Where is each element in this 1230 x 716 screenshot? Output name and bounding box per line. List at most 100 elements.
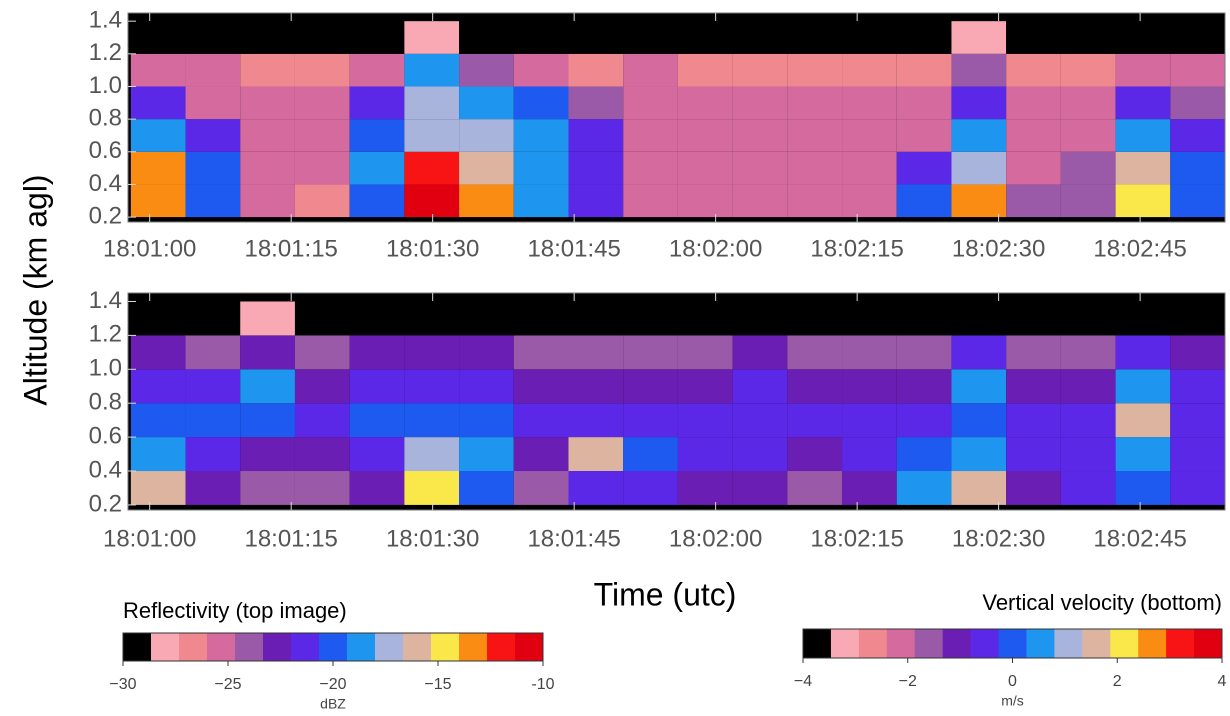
heatmap-cell	[732, 369, 788, 404]
colorbar-swatch	[970, 629, 1000, 658]
heatmap-cell	[677, 86, 733, 120]
heatmap-cell	[240, 471, 295, 505]
heatmap-cell	[294, 301, 350, 336]
x-tick-label: 18:01:00	[103, 525, 196, 552]
heatmap-cell	[349, 335, 405, 370]
colorbar-swatch	[914, 629, 944, 658]
colorbar-swatch	[347, 633, 376, 661]
heatmap-cell	[1170, 53, 1225, 87]
heatmap-cell	[568, 119, 624, 152]
x-tick-label: 18:01:00	[103, 235, 196, 262]
colorbar-swatch	[151, 633, 180, 661]
heatmap-cell	[240, 335, 295, 370]
heatmap-cell	[1170, 119, 1225, 152]
colorbar-swatch	[1138, 629, 1167, 658]
colorbar-swatch	[403, 633, 432, 661]
heatmap-cell	[787, 184, 843, 218]
heatmap-cell	[240, 119, 295, 152]
x-tick-label: 18:01:30	[386, 525, 479, 552]
heatmap-cell	[896, 86, 952, 120]
heatmap-cell	[896, 53, 952, 87]
heatmap-cell	[1115, 119, 1171, 152]
heatmap-cell	[677, 369, 733, 404]
colorbar-swatch	[1082, 629, 1111, 658]
heatmap-cell	[1060, 86, 1116, 120]
heatmap-cell	[185, 184, 241, 218]
colorbar-swatch	[487, 633, 516, 661]
heatmap-cell	[513, 369, 569, 404]
heatmap-cell	[459, 369, 514, 404]
x-tick-label: 18:01:15	[244, 235, 337, 262]
colorbar-swatch	[1166, 629, 1195, 658]
x-tick-label: 18:01:30	[386, 235, 479, 262]
colorbar-swatch	[1054, 629, 1083, 658]
heatmap-cell	[1006, 437, 1061, 472]
heatmap-cell	[842, 184, 897, 218]
heatmap-cell	[185, 471, 241, 505]
heatmap-cell	[787, 437, 843, 472]
heatmap-cell	[1115, 21, 1171, 54]
heatmap-cell	[294, 151, 350, 185]
heatmap-cell	[1006, 369, 1061, 404]
heatmap-cell	[459, 86, 514, 120]
y-tick-label: 0.2	[89, 490, 122, 517]
heatmap-cell	[240, 21, 295, 54]
heatmap-cell	[787, 301, 843, 336]
heatmap-cell	[951, 403, 1007, 438]
heatmap-cell	[459, 335, 514, 370]
heatmap-cell	[951, 151, 1007, 185]
heatmap-cell	[1006, 184, 1061, 218]
heatmap-cell	[568, 184, 624, 218]
y-axis-label: Altitude (km agl)	[17, 174, 53, 405]
colorbar-swatch	[1026, 629, 1055, 658]
colorbar-tick-label: −30	[109, 676, 136, 693]
x-tick-label: 18:01:45	[527, 235, 620, 262]
heatmap-cell	[732, 21, 788, 54]
heatmap-cell	[1115, 437, 1171, 472]
x-tick-label: 18:02:15	[810, 525, 903, 552]
heatmap-cell	[1170, 151, 1225, 185]
heatmap-cell	[677, 151, 733, 185]
heatmap-cell	[185, 369, 241, 404]
heatmap-cell	[951, 21, 1007, 54]
heatmap-cell	[896, 301, 952, 336]
heatmap-cell	[130, 119, 186, 152]
heatmap-cell	[240, 403, 295, 438]
heatmap-cell	[1006, 471, 1061, 505]
colorbar-swatch	[263, 633, 292, 661]
heatmap-cell	[677, 301, 733, 336]
heatmap-cell	[732, 471, 788, 505]
heatmap-cell	[896, 151, 952, 185]
colorbar-swatch	[123, 633, 152, 661]
heatmap-cell	[294, 119, 350, 152]
heatmap-cell	[732, 119, 788, 152]
heatmap-cell	[1170, 301, 1225, 336]
heatmap-cell	[623, 151, 678, 185]
heatmap-cell	[677, 335, 733, 370]
heatmap-cell	[787, 403, 843, 438]
heatmap-cell	[568, 335, 624, 370]
heatmap-cell	[513, 335, 569, 370]
heatmap-cell	[349, 184, 405, 218]
y-tick-label: 1.4	[89, 7, 122, 34]
colorbar-swatch	[375, 633, 404, 661]
heatmap-cell	[130, 184, 186, 218]
heatmap-cell	[459, 151, 514, 185]
heatmap-cell	[951, 184, 1007, 218]
heatmap-cell	[130, 335, 186, 370]
heatmap-cell	[1115, 471, 1171, 505]
heatmap-cell	[677, 21, 733, 54]
heatmap-cell	[732, 301, 788, 336]
heatmap-cell	[294, 403, 350, 438]
heatmap-cell	[185, 86, 241, 120]
heatmap-cell	[787, 335, 843, 370]
colorbar-tick-label: -10	[531, 676, 554, 693]
heatmap-cell	[294, 184, 350, 218]
colorbar-swatch	[830, 629, 860, 658]
colorbar-swatch	[179, 633, 208, 661]
heatmap-cell	[185, 53, 241, 87]
heatmap-cell	[787, 369, 843, 404]
heatmap-cell	[896, 119, 952, 152]
heatmap-cell	[1060, 403, 1116, 438]
y-tick-label: 0.4	[89, 456, 122, 483]
